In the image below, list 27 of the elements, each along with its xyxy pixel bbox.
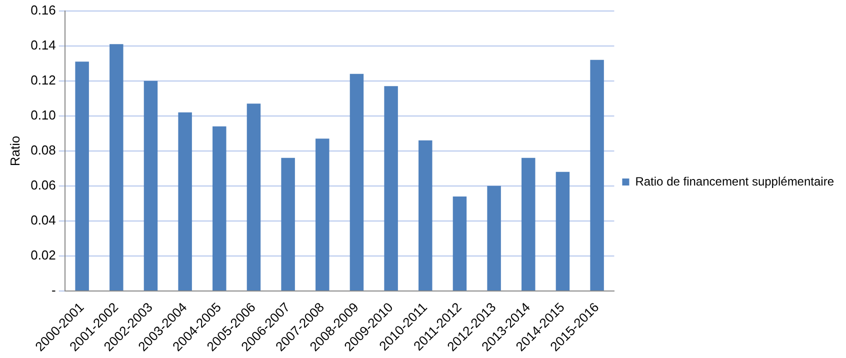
bar (212, 126, 226, 291)
bar (452, 196, 467, 291)
bar (178, 112, 192, 291)
y-tick-label: 0.04 (30, 212, 56, 228)
legend-label: Ratio de financement supplémentaire (635, 174, 834, 188)
y-tick-label: 0.14 (30, 37, 56, 52)
bar (144, 80, 158, 291)
y-tick-label: 0.02 (30, 248, 56, 263)
bar (418, 140, 432, 291)
y-tick-label: 0.16 (30, 2, 56, 18)
bar (384, 86, 398, 291)
bar (590, 60, 604, 291)
y-tick-label: - (52, 282, 56, 298)
bar (281, 158, 295, 291)
bar (246, 104, 261, 291)
bar (487, 186, 501, 291)
bar (110, 44, 124, 291)
bar (350, 74, 364, 291)
y-tick-label: 0.06 (30, 178, 56, 193)
y-tick-label: 0.08 (30, 142, 56, 158)
y-axis-title: Ratio (7, 136, 22, 166)
bar (75, 62, 89, 291)
bar (522, 158, 536, 291)
y-tick-label: 0.10 (30, 107, 56, 122)
bar (556, 172, 570, 291)
bar (316, 138, 330, 291)
y-tick-label: 0.12 (30, 72, 56, 88)
